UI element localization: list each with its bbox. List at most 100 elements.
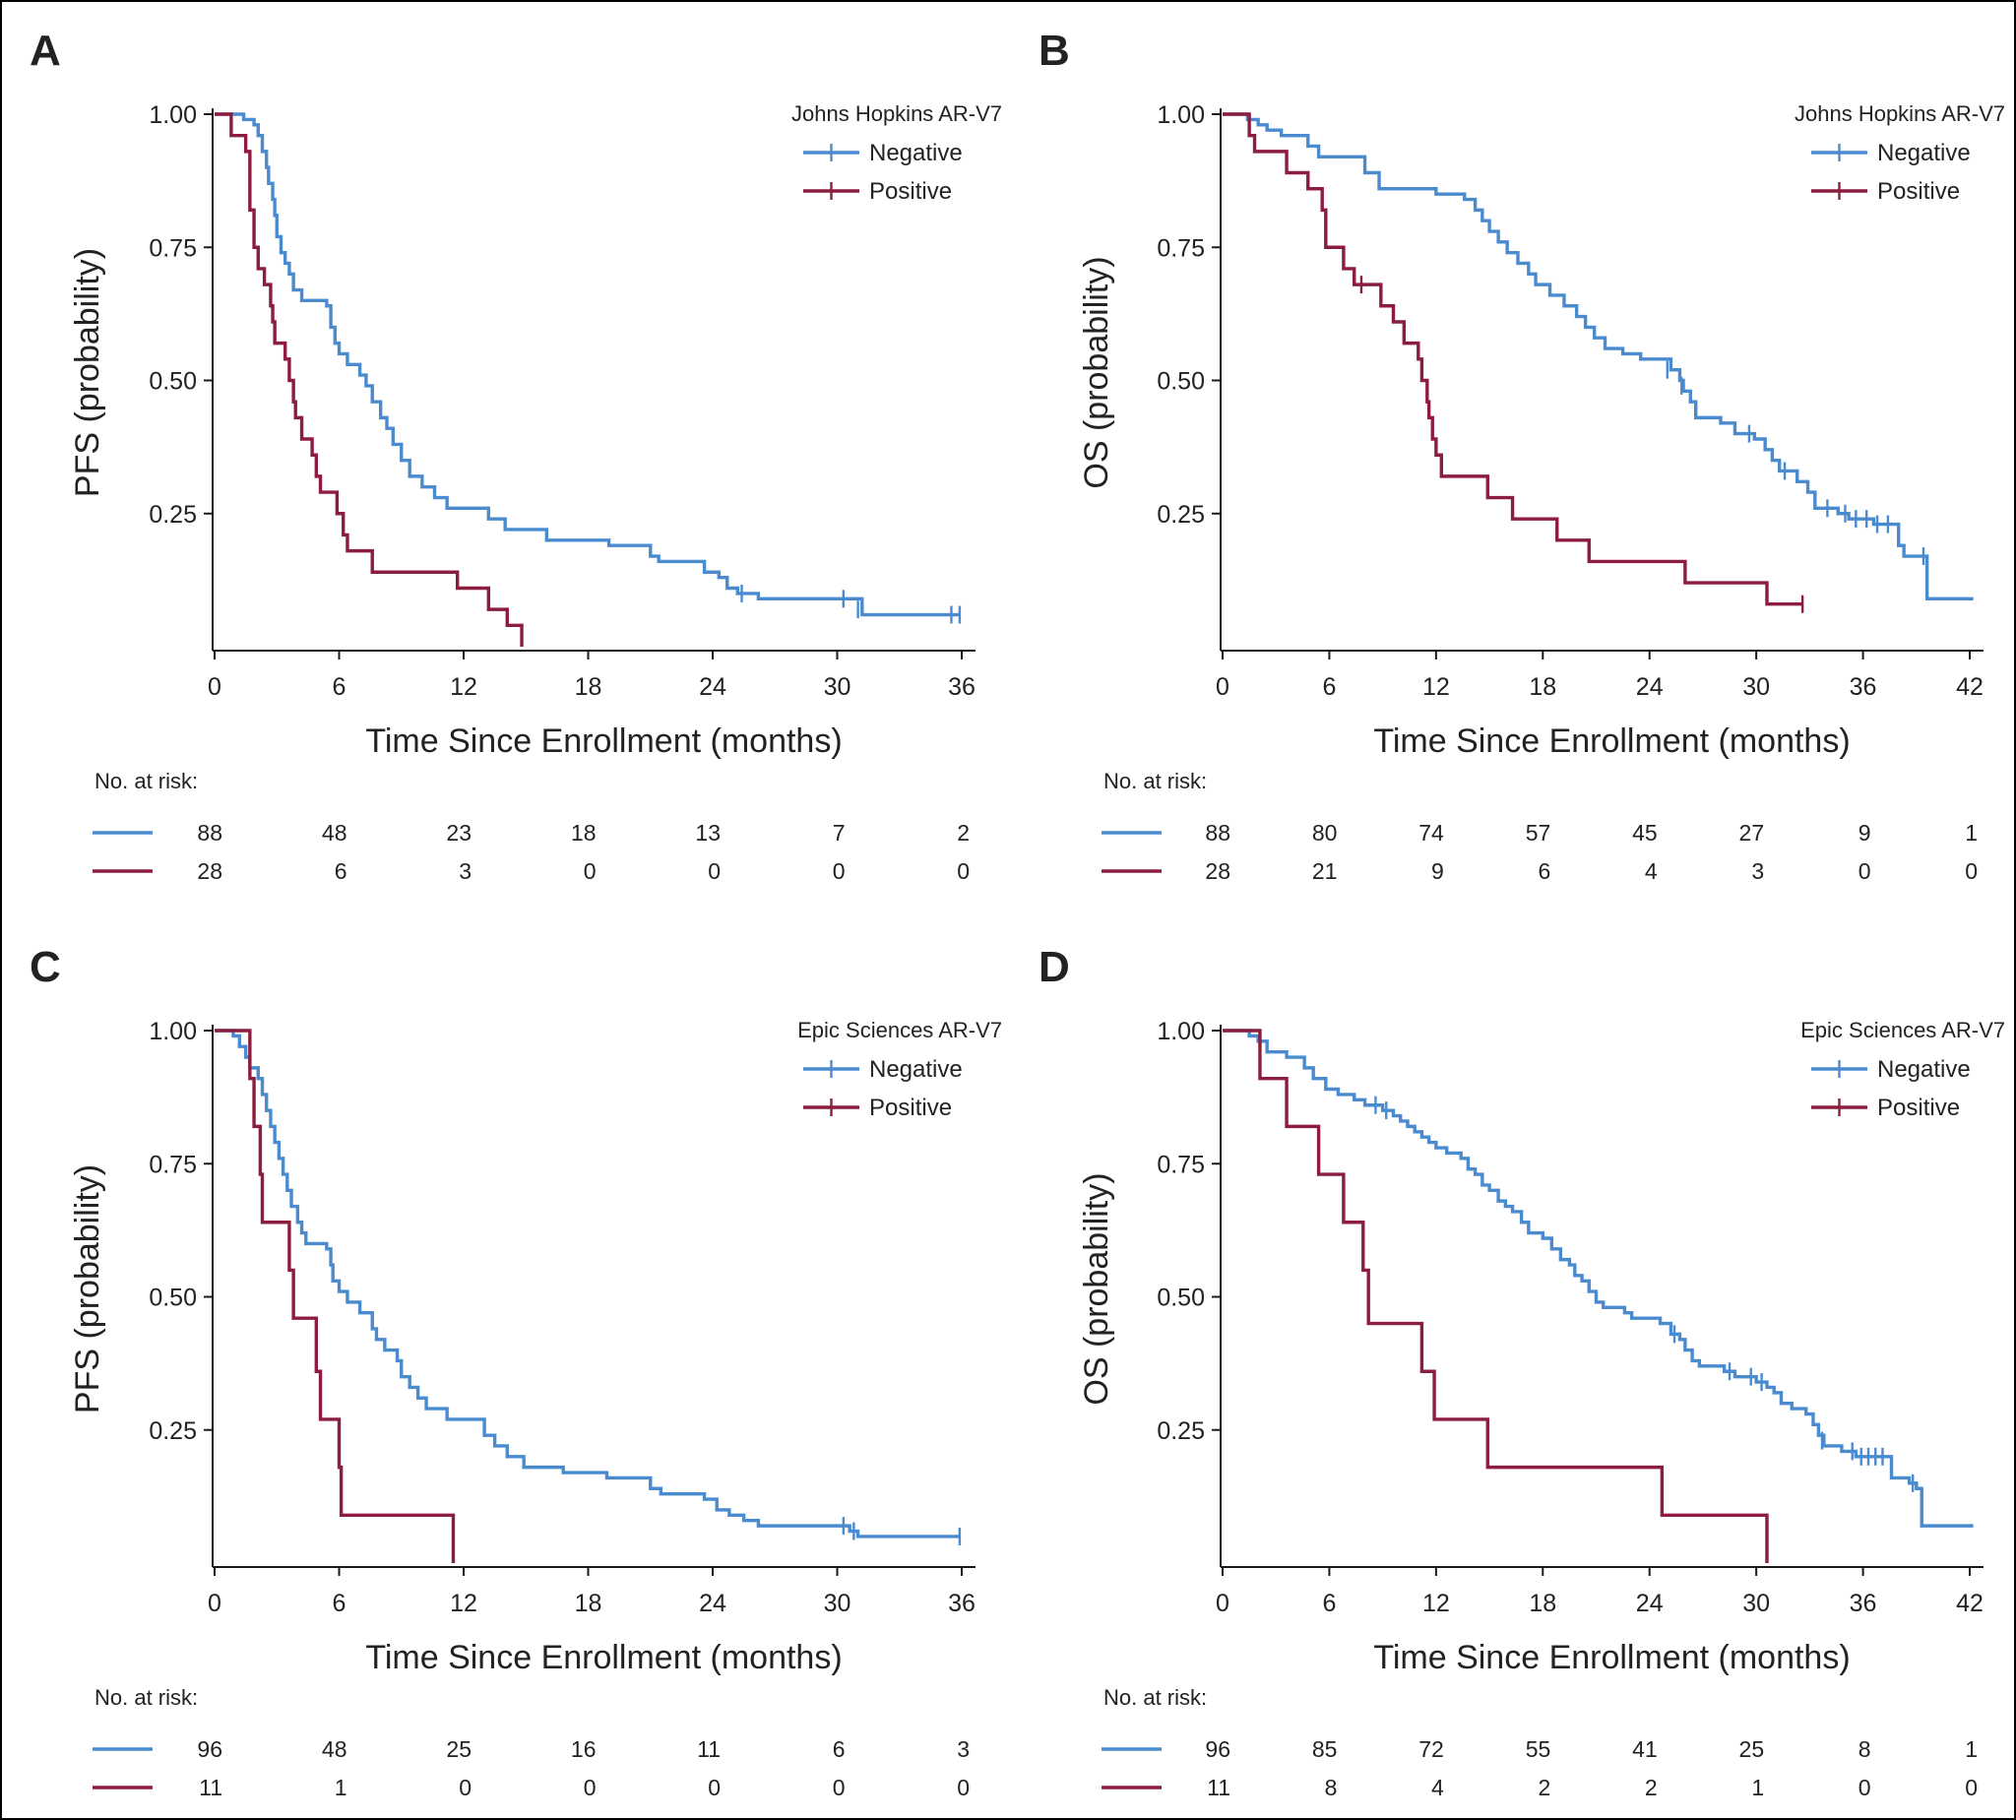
risk-table-title: No. at risk: xyxy=(1103,769,1207,793)
y-tick-label: 0.75 xyxy=(1157,1151,1205,1178)
y-tick-label: 0.50 xyxy=(1157,1285,1205,1312)
legend-label-positive: Positive xyxy=(1877,1095,1960,1121)
risk-number: 48 xyxy=(322,1736,347,1762)
legend-title: Epic Sciences AR-V7 xyxy=(1800,1018,2005,1042)
x-tick-label: 36 xyxy=(948,673,976,701)
y-tick-label: 0.25 xyxy=(149,501,197,529)
x-tick-label: 12 xyxy=(1422,1590,1450,1617)
x-tick-label: 30 xyxy=(824,1590,851,1617)
risk-number: 6 xyxy=(335,858,347,884)
risk-table-title: No. at risk: xyxy=(94,1685,198,1710)
risk-number: 13 xyxy=(695,820,721,846)
risk-number: 4 xyxy=(1645,858,1658,884)
km-curve-positive xyxy=(215,112,524,647)
km-curve-negative xyxy=(1223,112,1974,601)
x-tick-label: 24 xyxy=(1636,673,1664,701)
risk-number: 8 xyxy=(1325,1775,1338,1800)
risk-table-title: No. at risk: xyxy=(94,769,198,793)
risk-number: 80 xyxy=(1312,820,1338,846)
y-axis-title: PFS (probability) xyxy=(69,1164,106,1413)
x-tick-label: 24 xyxy=(699,1590,726,1617)
risk-number: 0 xyxy=(957,858,970,884)
risk-number: 96 xyxy=(1205,1736,1230,1762)
risk-number: 3 xyxy=(957,1736,970,1762)
risk-number: 0 xyxy=(1858,1775,1871,1800)
risk-number: 6 xyxy=(833,1736,846,1762)
x-tick-label: 18 xyxy=(1529,1590,1556,1617)
km-curve-positive xyxy=(1223,112,1803,606)
risk-number: 41 xyxy=(1632,1736,1658,1762)
risk-number: 25 xyxy=(1739,1736,1765,1762)
risk-number: 0 xyxy=(833,1775,846,1800)
risk-number: 0 xyxy=(459,1775,472,1800)
risk-number: 4 xyxy=(1431,1775,1444,1800)
x-tick-label: 6 xyxy=(333,1590,346,1617)
risk-number: 55 xyxy=(1526,1736,1551,1762)
y-axis-title: OS (probability) xyxy=(1078,256,1115,488)
risk-number: 28 xyxy=(197,858,222,884)
y-tick-label: 0.25 xyxy=(1157,501,1205,529)
panel-letter: A xyxy=(30,27,61,75)
x-tick-label: 18 xyxy=(575,1590,602,1617)
risk-number: 1 xyxy=(1965,820,1978,846)
y-tick-label: 1.00 xyxy=(1157,101,1205,129)
risk-number: 0 xyxy=(708,858,721,884)
risk-number: 9 xyxy=(1431,858,1444,884)
risk-number: 11 xyxy=(199,1775,222,1800)
risk-number: 7 xyxy=(833,820,846,846)
risk-number: 11 xyxy=(697,1736,721,1762)
legend-label-negative: Negative xyxy=(1877,140,1971,166)
risk-number: 9 xyxy=(1858,820,1871,846)
risk-number: 8 xyxy=(1858,1736,1871,1762)
risk-number: 25 xyxy=(446,1736,472,1762)
x-tick-label: 12 xyxy=(450,673,477,701)
risk-number: 23 xyxy=(446,820,472,846)
risk-number: 72 xyxy=(1418,1736,1444,1762)
x-tick-label: 0 xyxy=(1216,673,1229,701)
km-curve-negative xyxy=(215,1029,960,1538)
x-tick-label: 18 xyxy=(575,673,602,701)
risk-number: 88 xyxy=(197,820,222,846)
risk-number: 0 xyxy=(584,858,597,884)
x-tick-label: 0 xyxy=(208,1590,221,1617)
risk-table-title: No. at risk: xyxy=(1103,1685,1207,1710)
risk-number: 57 xyxy=(1526,820,1551,846)
y-tick-label: 0.75 xyxy=(149,234,197,262)
risk-number: 27 xyxy=(1739,820,1765,846)
x-axis-title: Time Since Enrollment (months) xyxy=(1373,722,1850,760)
legend-label-negative: Negative xyxy=(869,140,963,166)
legend-title: Johns Hopkins AR-V7 xyxy=(1795,101,2005,126)
risk-number: 21 xyxy=(1312,858,1338,884)
x-tick-label: 18 xyxy=(1529,673,1556,701)
y-tick-label: 0.50 xyxy=(149,368,197,396)
x-axis-title: Time Since Enrollment (months) xyxy=(365,1639,842,1676)
risk-number: 2 xyxy=(1538,1775,1550,1800)
risk-number: 2 xyxy=(957,820,970,846)
risk-number: 1 xyxy=(335,1775,347,1800)
risk-number: 88 xyxy=(1205,820,1230,846)
x-tick-label: 36 xyxy=(1850,1590,1877,1617)
x-axis-title: Time Since Enrollment (months) xyxy=(365,722,842,760)
risk-number: 96 xyxy=(197,1736,222,1762)
risk-number: 16 xyxy=(571,1736,597,1762)
risk-number: 28 xyxy=(1205,858,1230,884)
y-tick-label: 1.00 xyxy=(149,101,197,129)
x-tick-label: 0 xyxy=(208,673,221,701)
y-tick-label: 0.50 xyxy=(149,1285,197,1312)
risk-number: 0 xyxy=(1858,858,1871,884)
legend-label-positive: Positive xyxy=(869,178,952,205)
x-tick-label: 6 xyxy=(333,673,346,701)
km-curve-negative xyxy=(1223,1029,1974,1528)
x-tick-label: 0 xyxy=(1216,1590,1229,1617)
x-tick-label: 24 xyxy=(699,673,726,701)
y-axis-title: OS (probability) xyxy=(1078,1172,1115,1405)
km-curve-positive xyxy=(215,1029,456,1563)
x-tick-label: 42 xyxy=(1956,673,1984,701)
x-tick-label: 12 xyxy=(1422,673,1450,701)
x-tick-label: 30 xyxy=(1742,1590,1770,1617)
